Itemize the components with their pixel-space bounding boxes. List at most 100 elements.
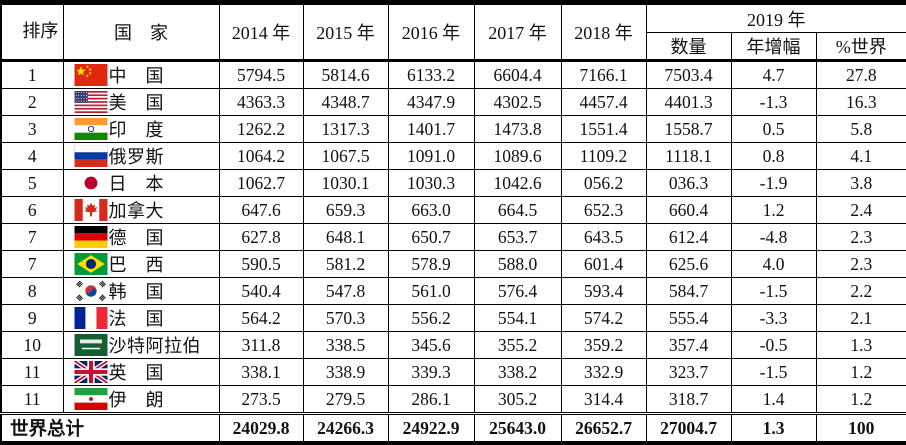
value-cell: 659.3 [302, 196, 389, 224]
value-cell: 311.8 [218, 331, 304, 359]
rank-cell: 5 [0, 169, 64, 197]
country-cell: 伊 朗 [62, 385, 220, 414]
country-cell-content: 印 度 [64, 117, 218, 142]
value-cell: 27.8 [815, 60, 906, 89]
value-cell: 339.3 [387, 358, 475, 386]
russia-flag-icon [73, 145, 108, 167]
value-cell: 561.0 [387, 277, 475, 305]
rank-cell: 6 [0, 196, 64, 224]
value-cell: 318.7 [645, 385, 732, 414]
rank-cell: 3 [0, 115, 64, 143]
value-cell: 4457.4 [560, 88, 647, 116]
country-cell-content: 日 本 [64, 171, 218, 196]
value-cell: -3.3 [730, 304, 817, 332]
rank-cell: 7 [0, 223, 64, 251]
value-cell: 355.2 [473, 331, 562, 359]
value-cell: 581.2 [302, 250, 389, 278]
value-cell: 1.3 [815, 331, 906, 359]
value-cell: 4348.7 [302, 88, 389, 116]
value-cell: 643.5 [560, 223, 647, 251]
table-row: 11 伊 朗 273.5 279.5 286.1 305.2 314.4 318.7 1.4 1.… [0, 385, 906, 414]
value-cell: 588.0 [473, 250, 562, 278]
value-cell: 1317.3 [302, 115, 389, 143]
value-cell: 540.4 [218, 277, 304, 305]
value-cell: 1062.7 [218, 169, 304, 197]
value-cell: 338.1 [218, 358, 304, 386]
country-cell-content: 法 国 [64, 306, 218, 331]
value-cell: 0.5 [730, 115, 817, 143]
country-cell-content: 沙特阿拉伯 [64, 333, 218, 358]
value-cell: 652.3 [560, 196, 647, 224]
value-cell: 4401.3 [645, 88, 732, 116]
value-cell: 1551.4 [560, 115, 647, 143]
country-cell: 沙特阿拉伯 [62, 331, 220, 359]
table-row: 6 加拿大 647.6 659.3 663.0 664.5 652.3 660.4 1.2 2.4 [0, 196, 906, 224]
table-row: 10 沙特阿拉伯 311.8 338.5 345.6 355.2 359.2 357.4 -0.… [0, 331, 906, 359]
country-cell: 巴 西 [62, 250, 220, 278]
country-name: 日 本 [108, 174, 164, 194]
country-cell-content: 美 国 [64, 90, 218, 115]
value-cell: 7166.1 [560, 60, 647, 89]
country-name: 美 国 [108, 93, 164, 113]
country-cell-content: 伊 朗 [64, 387, 218, 413]
value-cell: 6133.2 [387, 60, 475, 89]
table-row: 7 德 国 627.8 648.1 650.7 653.7 643.5 612.4 -4.8 2.… [0, 223, 906, 251]
country-cell: 俄罗斯 [62, 142, 220, 170]
value-cell: 359.2 [560, 331, 647, 359]
country-name: 韩 国 [108, 282, 164, 302]
header-rank-label: 排序 [22, 21, 59, 42]
value-cell: 555.4 [645, 304, 732, 332]
value-cell: 5794.5 [218, 60, 304, 89]
value-cell: 1118.1 [645, 142, 732, 170]
value-cell: 338.2 [473, 358, 562, 386]
value-cell: 1091.0 [387, 142, 475, 170]
value-cell: 612.4 [645, 223, 732, 251]
value-cell: 1089.6 [473, 142, 562, 170]
table-row: 7 巴 西 590.5 581.2 578.9 588.0 601.4 625.6 4.0 2.3 [0, 250, 906, 278]
table-row: 2 美 国 4363.3 4348.7 4347.9 4302.5 4457.4 4401.3… [0, 88, 906, 116]
country-cell: 印 度 [62, 115, 220, 143]
value-cell: 4.1 [815, 142, 906, 170]
value-cell: 6604.4 [473, 60, 562, 89]
total-value-cell: 24266.3 [302, 412, 389, 444]
uk-flag-icon [73, 361, 108, 383]
value-cell: 547.8 [302, 277, 389, 305]
value-cell: 338.5 [302, 331, 389, 359]
value-cell: 556.2 [387, 304, 475, 332]
country-name: 巴 西 [108, 255, 164, 275]
value-cell: 1042.6 [473, 169, 562, 197]
value-cell: 663.0 [387, 196, 475, 224]
rank-cell: 2 [0, 88, 64, 116]
value-cell: 2.1 [815, 304, 906, 332]
country-cell-content: 中 国 [64, 62, 218, 88]
total-value-cell: 100 [815, 412, 906, 444]
world-total-label: 世界总计 [0, 412, 220, 444]
table-row: 5 日 本 1062.7 1030.1 1030.3 1042.6 056.2 036.3 -1… [0, 169, 906, 197]
rank-cell: 11 [0, 385, 64, 414]
value-cell: 1.2 [815, 385, 906, 414]
value-cell: 16.3 [815, 88, 906, 116]
table-row: 3 印 度 1262.2 1317.3 1401.7 1473.8 1551.4 1558.7… [0, 115, 906, 143]
value-cell: -1.9 [730, 169, 817, 197]
value-cell: 584.7 [645, 277, 732, 305]
south-korea-flag-icon [74, 280, 108, 302]
country-name: 加拿大 [108, 201, 164, 221]
header-country: 国 家 [62, 2, 220, 62]
value-cell: 286.1 [387, 385, 475, 414]
country-cell-content: 加拿大 [64, 198, 218, 223]
value-cell: -1.3 [730, 88, 817, 116]
country-name: 印 度 [108, 120, 164, 140]
total-value-cell: 25643.0 [473, 412, 562, 444]
header-yoy-growth: 年增幅 [730, 32, 817, 62]
value-cell: 314.4 [560, 385, 647, 414]
value-cell: 576.4 [473, 277, 562, 305]
value-cell: 653.7 [473, 223, 562, 251]
table-row: 1 中 国 5794.5 5814.6 6133.2 6604.4 7166.1 7503.4… [0, 60, 906, 89]
rank-cell: 9 [0, 304, 64, 332]
value-cell: 4302.5 [473, 88, 562, 116]
value-cell: 2.4 [815, 196, 906, 224]
canada-flag-icon [74, 199, 108, 221]
value-cell: 2.2 [815, 277, 906, 305]
total-value-cell: 27004.7 [645, 412, 732, 444]
